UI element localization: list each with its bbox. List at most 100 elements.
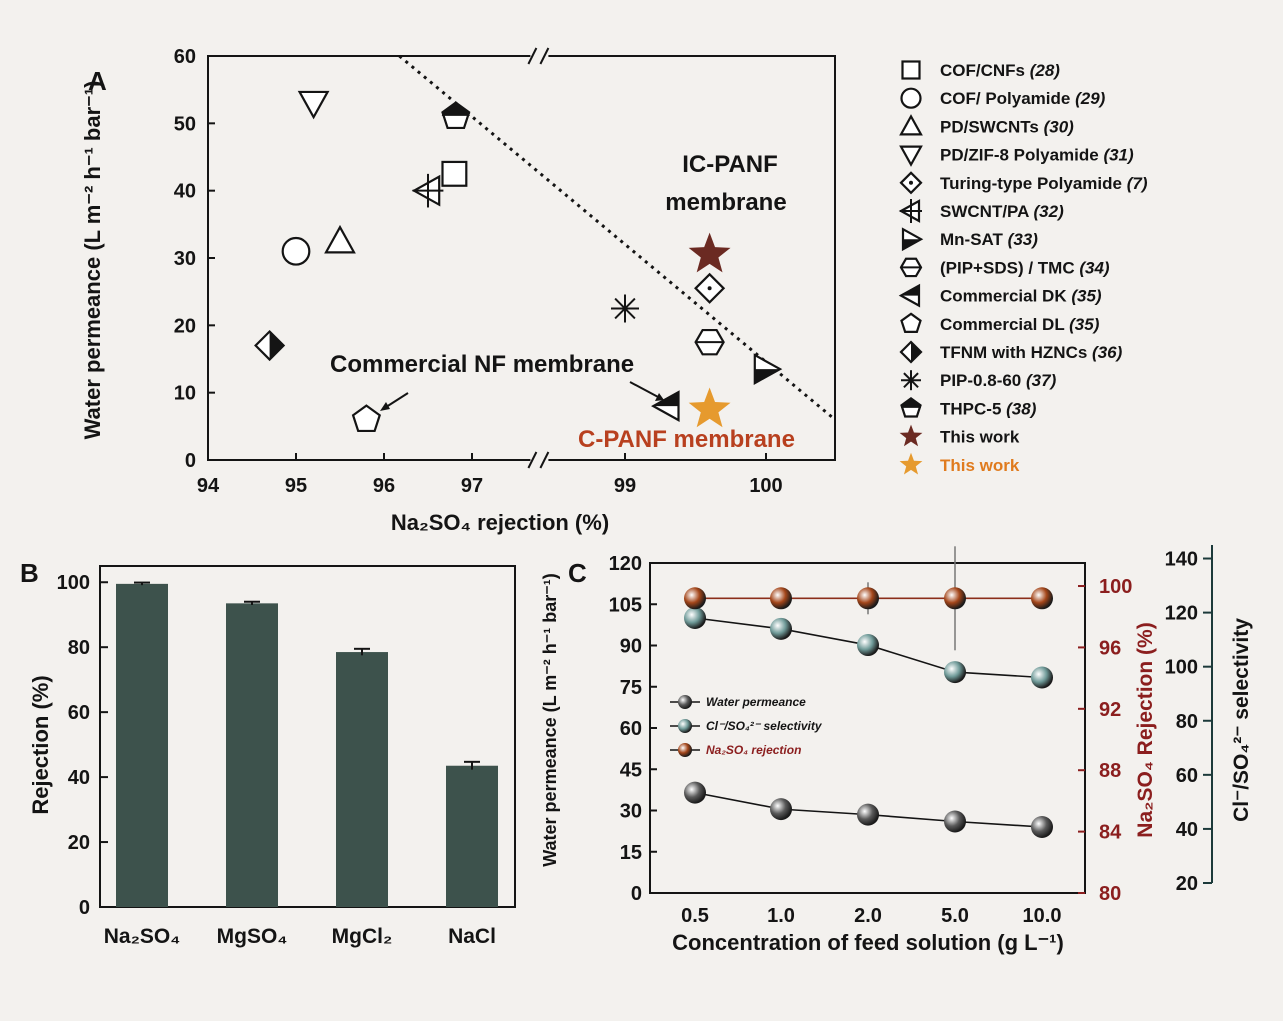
panel-label-c: C — [568, 558, 587, 588]
panel-a-y-axis-title: Water permeance (L m⁻² h⁻¹ bar⁻¹) — [80, 81, 105, 440]
selectivity-tick-label: 60 — [1176, 765, 1198, 787]
legend-marker-triangle-left-half-fill — [901, 285, 919, 296]
panel-a-x-axis-title: Na₂SO₄ rejection (%) — [391, 510, 609, 535]
legend-marker-triangle-down — [899, 145, 923, 167]
data-point-diamond-dot-dot — [707, 286, 712, 291]
data-point-diamond-dot — [694, 272, 726, 304]
data-point-diamond-half — [254, 329, 286, 362]
x-tick-label: 99 — [614, 475, 636, 497]
data-point — [684, 607, 706, 630]
y-tick-label: 80 — [68, 637, 90, 659]
legend-marker-diamond-dot — [899, 171, 923, 195]
x-tick-label: NaCl — [448, 925, 496, 948]
y-tick-label: 10 — [174, 383, 196, 405]
axis-break-mark — [527, 47, 538, 65]
legend-label: THPC-5 (38) — [940, 399, 1037, 418]
legend-label: COF/ Polyamide (29) — [940, 89, 1106, 108]
data-point-pentagon-shape — [351, 404, 382, 433]
x-tick-label: MgSO₄ — [217, 925, 288, 948]
data-point-triangle-right-half-fill — [754, 369, 780, 384]
annotation-c-panf: C-PANF membrane — [578, 426, 795, 453]
data-point-triangle-down — [297, 90, 330, 120]
data-point-star — [688, 232, 731, 273]
plot-frame — [99, 565, 516, 908]
axis-break-mark — [539, 451, 550, 469]
right-y-tick-label: 92 — [1099, 699, 1121, 721]
data-point-asterisk — [611, 294, 639, 323]
annotation-arrowhead — [655, 393, 664, 401]
y-tick-label: 60 — [174, 46, 196, 68]
legend-label: Cl⁻/SO₄²⁻ selectivity — [706, 719, 823, 733]
legend-marker-triangle-up-shape — [899, 114, 923, 136]
legend-label: Water permeance — [706, 695, 806, 709]
left-y-tick-label: 0 — [631, 883, 642, 905]
legend-marker-pentagon-shape — [900, 312, 922, 333]
left-y-tick-label: 30 — [620, 801, 642, 823]
left-y-tick-label: 45 — [620, 759, 642, 781]
x-tick-label: 2.0 — [854, 905, 882, 927]
panel-b: B 0 20 40 60 80 100 Na₂SO₄ MgSO₄ MgCl₂ NaCl Rejec… — [20, 558, 516, 948]
panel-c-selectivity-axis-title: Cl⁻/SO₄²⁻ selectivity — [1230, 618, 1253, 822]
data-point-diamond-half-fill — [269, 331, 284, 360]
x-tick-label: 95 — [285, 475, 307, 497]
data-point — [944, 810, 966, 833]
x-tick-label: 0.5 — [681, 905, 709, 927]
right-y-tick-label: 100 — [1099, 576, 1132, 598]
data-point-triangle-up-shape — [324, 224, 356, 254]
data-point — [857, 587, 879, 610]
data-point-triangle-down-shape — [297, 90, 330, 120]
legend-marker-triangle-right-half — [901, 227, 924, 252]
legend-marker-pentagon-half-fill — [901, 398, 921, 408]
panel-c-chart: 0 15 30 45 60 75 90 105 120 80 84 88 92 96 100 20 40 60 80… — [609, 545, 1213, 927]
legend-label: TFNM with HZNCs (36) — [940, 343, 1123, 362]
legend-marker-pentagon — [900, 312, 922, 333]
y-tick-label: 60 — [68, 702, 90, 724]
bar — [116, 583, 168, 907]
selectivity-tick-label: 120 — [1165, 603, 1198, 625]
data-point — [1031, 587, 1053, 610]
data-point-star — [688, 387, 731, 428]
right-y-tick-label: 80 — [1099, 883, 1121, 905]
data-point-pentagon-half — [441, 101, 471, 130]
data-point — [770, 617, 792, 640]
panel-c-rejection-axis-title: Na₂SO₄ Rejection (%) — [1134, 622, 1157, 837]
left-y-tick-label: 90 — [620, 636, 642, 658]
legend-label: PD/SWCNTs (30) — [940, 117, 1074, 136]
legend-marker-star-shape — [899, 424, 923, 447]
legend-marker — [678, 743, 692, 757]
x-tick-label: 10.0 — [1023, 905, 1062, 927]
data-point — [857, 803, 879, 826]
y-tick-label: 40 — [174, 181, 196, 203]
axis-break-mark — [527, 451, 538, 469]
data-point-asterisk-stroke — [614, 297, 636, 320]
data-point-circle — [281, 236, 311, 266]
legend-label: COF/CNFs (28) — [940, 61, 1060, 80]
panel-a: A 94 95 96 97 99 100 0 10 20 30 40 50 60 Na₂SO₄ reje… — [80, 46, 836, 535]
y-tick-label: 20 — [174, 315, 196, 337]
data-point-hexagon-line — [694, 328, 725, 356]
right-y-tick-label: 96 — [1099, 637, 1121, 659]
data-point-star-shape — [688, 387, 731, 428]
legend-label: (PIP+SDS) / TMC (34) — [940, 258, 1110, 277]
data-point-pentagon — [351, 404, 382, 433]
data-point — [944, 587, 966, 610]
legend-marker-star — [899, 452, 923, 475]
y-tick-label: 100 — [57, 572, 90, 594]
legend-marker-circle — [900, 87, 922, 109]
legend-label: Mn-SAT (33) — [940, 230, 1038, 249]
bar — [226, 603, 278, 907]
legend-label: Commercial DK (35) — [940, 287, 1102, 306]
left-y-tick-label: 60 — [620, 718, 642, 740]
panel-c-x-axis-title: Concentration of feed solution (g L⁻¹) — [672, 930, 1064, 955]
axis-break-mark — [539, 47, 550, 65]
legend-marker-diamond-half — [899, 340, 923, 364]
x-tick-label: 1.0 — [767, 905, 795, 927]
legend-marker-diamond-half-fill — [911, 342, 921, 362]
y-tick-label: 30 — [174, 248, 196, 270]
legend-marker — [678, 695, 692, 709]
legend-marker-triangle-left-half — [898, 283, 921, 308]
panel-a-legend: COF/CNFs (28) COF/ Polyamide (29) PD/SWCNT… — [898, 60, 1148, 475]
x-tick-label: 94 — [197, 475, 220, 497]
y-tick-label: 0 — [185, 450, 196, 472]
